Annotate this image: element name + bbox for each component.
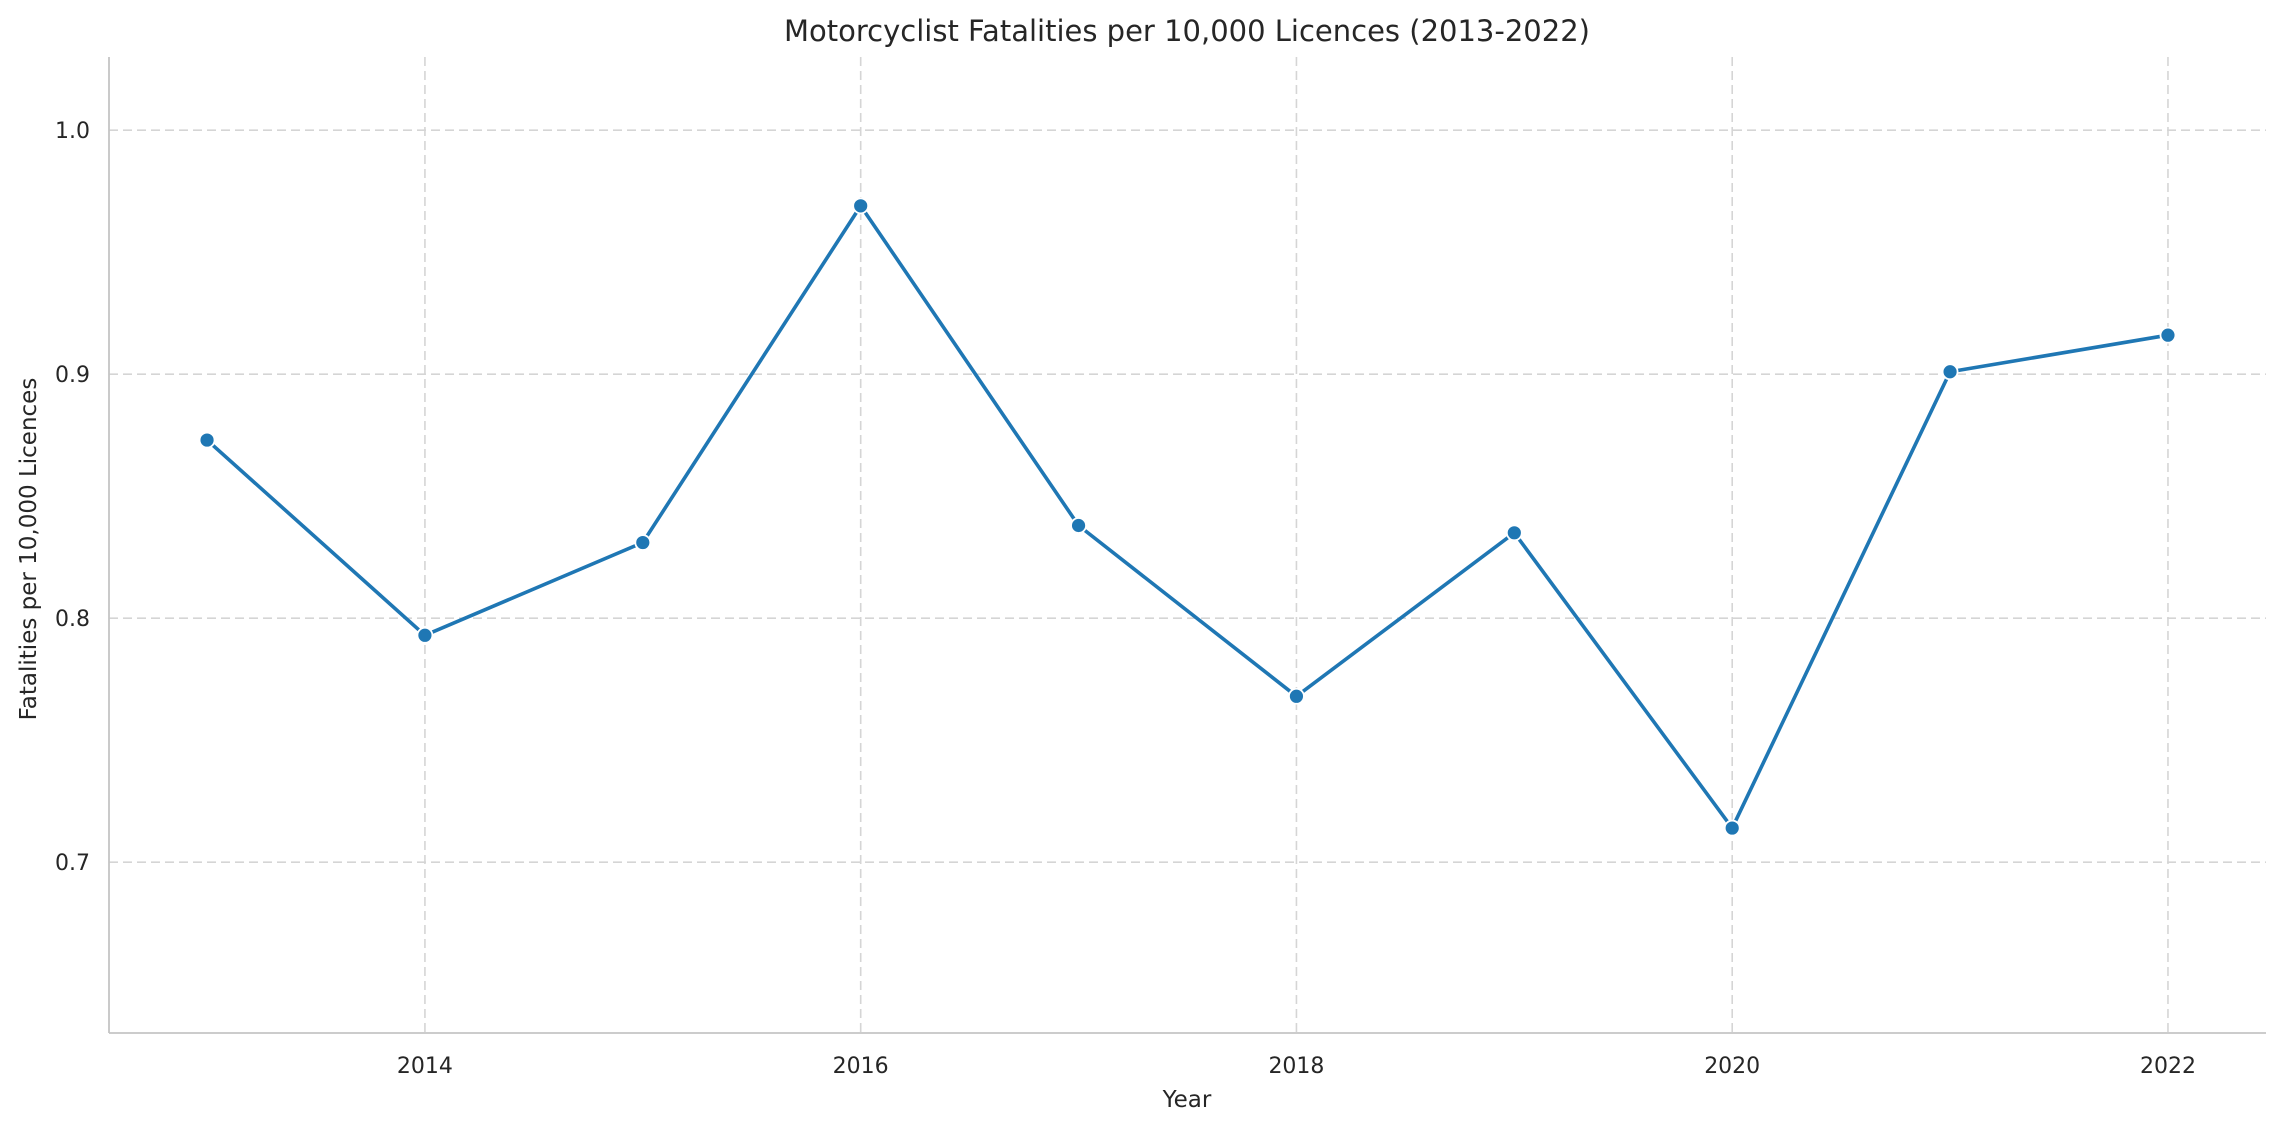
x-tick-label: 2014 <box>397 1054 453 1079</box>
series-line <box>205 204 2170 830</box>
data-point <box>1070 517 1087 534</box>
data-point <box>198 431 216 449</box>
axes-spines <box>108 57 2266 1034</box>
y-axis-label: Fatalities per 10,000 Licences <box>16 378 42 721</box>
y-axis-ticks: 0.7 0.8 0.9 1.0 <box>55 119 90 876</box>
data-point <box>1941 363 1959 381</box>
data-point <box>1505 524 1523 542</box>
x-axis-label: Year <box>1162 1087 1212 1113</box>
data-point <box>416 626 434 644</box>
y-tick-label: 1.0 <box>55 119 90 144</box>
chart-title: Motorcyclist Fatalities per 10,000 Licen… <box>784 14 1590 48</box>
x-tick-label: 2022 <box>2140 1054 2196 1079</box>
data-point <box>2159 326 2177 344</box>
x-tick-label: 2018 <box>1268 1054 1324 1079</box>
data-point <box>1288 687 1305 705</box>
x-axis-ticks: 2014 2016 2018 2020 2022 <box>397 1054 2196 1079</box>
x-tick-label: 2016 <box>833 1054 889 1079</box>
data-point <box>634 534 652 551</box>
data-point <box>852 197 870 215</box>
data-point <box>1723 819 1741 837</box>
x-tick-label: 2020 <box>1704 1054 1760 1079</box>
y-tick-label: 0.7 <box>55 851 90 876</box>
y-tick-label: 0.9 <box>55 363 90 388</box>
gridlines <box>109 57 2266 1033</box>
series-layer <box>198 197 2177 837</box>
y-tick-label: 0.8 <box>55 607 90 632</box>
